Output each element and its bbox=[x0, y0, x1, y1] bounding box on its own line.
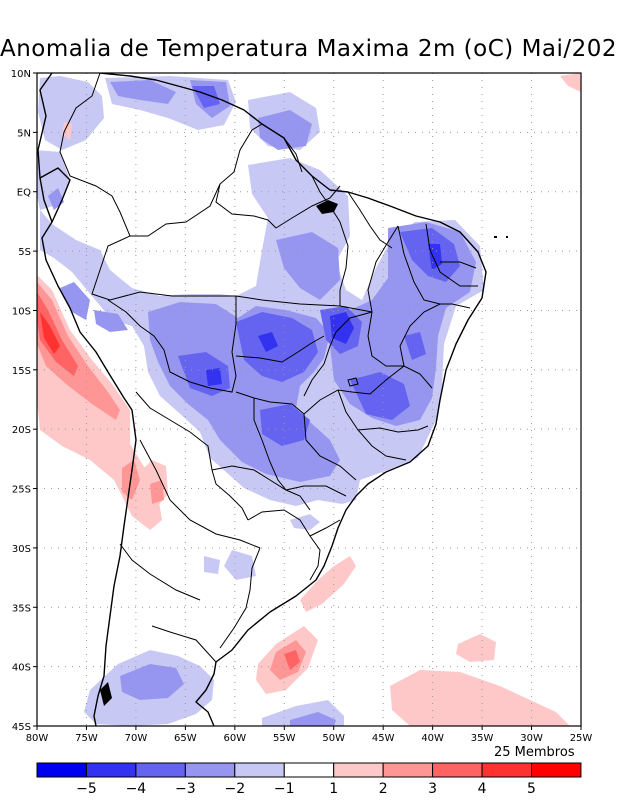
colorbar-swatch bbox=[432, 762, 483, 778]
lon-tick-label: 75W bbox=[75, 733, 98, 744]
anomaly-pos3-layer bbox=[37, 292, 300, 670]
lat-tick-label: EQ bbox=[17, 188, 31, 199]
colorbar-label: 1 bbox=[329, 781, 338, 797]
lon-tick-label: 70W bbox=[125, 733, 148, 744]
page-title: Anomalia de Temperatura Maxima 2m (oC) M… bbox=[0, 36, 618, 62]
lat-tick-label: 10S bbox=[12, 306, 31, 317]
colorbar-swatch bbox=[234, 762, 285, 778]
lat-tick-label: 10N bbox=[11, 69, 31, 80]
map-borders bbox=[59, 73, 373, 663]
lat-tick-label: 5S bbox=[18, 247, 31, 258]
colorbar-label: −1 bbox=[274, 781, 295, 797]
colorbar-label: 5 bbox=[527, 781, 536, 797]
colorbar-label: −5 bbox=[76, 781, 97, 797]
lon-tick-label: 50W bbox=[322, 733, 345, 744]
lon-tick-label: 60W bbox=[224, 733, 247, 744]
lon-tick-label: 65W bbox=[174, 733, 197, 744]
anomaly-field bbox=[37, 73, 581, 726]
colorbar-label: 3 bbox=[428, 781, 437, 797]
lat-tick-label: 35S bbox=[12, 603, 31, 614]
lat-tick-label: 15S bbox=[12, 366, 31, 377]
colorbar-label: 4 bbox=[478, 781, 487, 797]
colorbar-labels: −5 −4 −3 −2 −1 1 2 3 4 5 bbox=[76, 781, 536, 797]
colorbar-swatch bbox=[531, 762, 582, 778]
colorbar-label: −2 bbox=[224, 781, 245, 797]
lon-tick-label: 35W bbox=[471, 733, 494, 744]
lon-tick-label: 45W bbox=[372, 733, 395, 744]
lon-tick-label: 40W bbox=[421, 733, 444, 744]
lon-tick-label: 55W bbox=[273, 733, 296, 744]
lon-tick-label: 80W bbox=[26, 733, 49, 744]
lat-tick-label: 30S bbox=[12, 544, 31, 555]
colorbar-swatch bbox=[36, 762, 87, 778]
map-coastline bbox=[37, 73, 487, 726]
lat-tick-label: 25S bbox=[12, 485, 31, 496]
longitude-tick-labels: 80W 75W 70W 65W 60W 55W 50W 45W 40W 35W 30W 25W bbox=[26, 733, 593, 744]
colorbar-swatch bbox=[382, 762, 434, 778]
colorbar bbox=[36, 762, 582, 778]
lat-tick-label: 45S bbox=[12, 722, 31, 733]
anomaly-neg4-layer bbox=[206, 244, 442, 386]
ensemble-members-label: 25 Membros bbox=[494, 745, 575, 760]
colorbar-label: −3 bbox=[175, 781, 196, 797]
anomaly-pos4-layer bbox=[40, 312, 60, 354]
latitude-tick-labels: 10N 5N EQ 5S 10S 15S 20S 25S 30S 35S 40S 45S bbox=[11, 69, 31, 733]
colorbar-swatch bbox=[481, 762, 532, 778]
colorbar-swatch bbox=[135, 762, 186, 778]
colorbar-label: 2 bbox=[379, 781, 388, 797]
lon-tick-label: 30W bbox=[520, 733, 543, 744]
colorbar-swatch bbox=[85, 762, 137, 778]
lon-tick-label: 25W bbox=[570, 733, 593, 744]
axis-tick-marks bbox=[33, 72, 582, 730]
map-islands bbox=[100, 200, 508, 706]
colorbar-swatch bbox=[283, 762, 335, 778]
lat-tick-label: 40S bbox=[12, 663, 31, 674]
colorbar-swatch bbox=[333, 762, 384, 778]
lat-tick-label: 20S bbox=[12, 425, 31, 436]
colorbar-label: −4 bbox=[126, 781, 147, 797]
lat-tick-label: 5N bbox=[17, 128, 31, 139]
colorbar-swatch bbox=[184, 762, 236, 778]
brazil-state-borders bbox=[235, 137, 478, 537]
map-frame bbox=[36, 72, 582, 727]
